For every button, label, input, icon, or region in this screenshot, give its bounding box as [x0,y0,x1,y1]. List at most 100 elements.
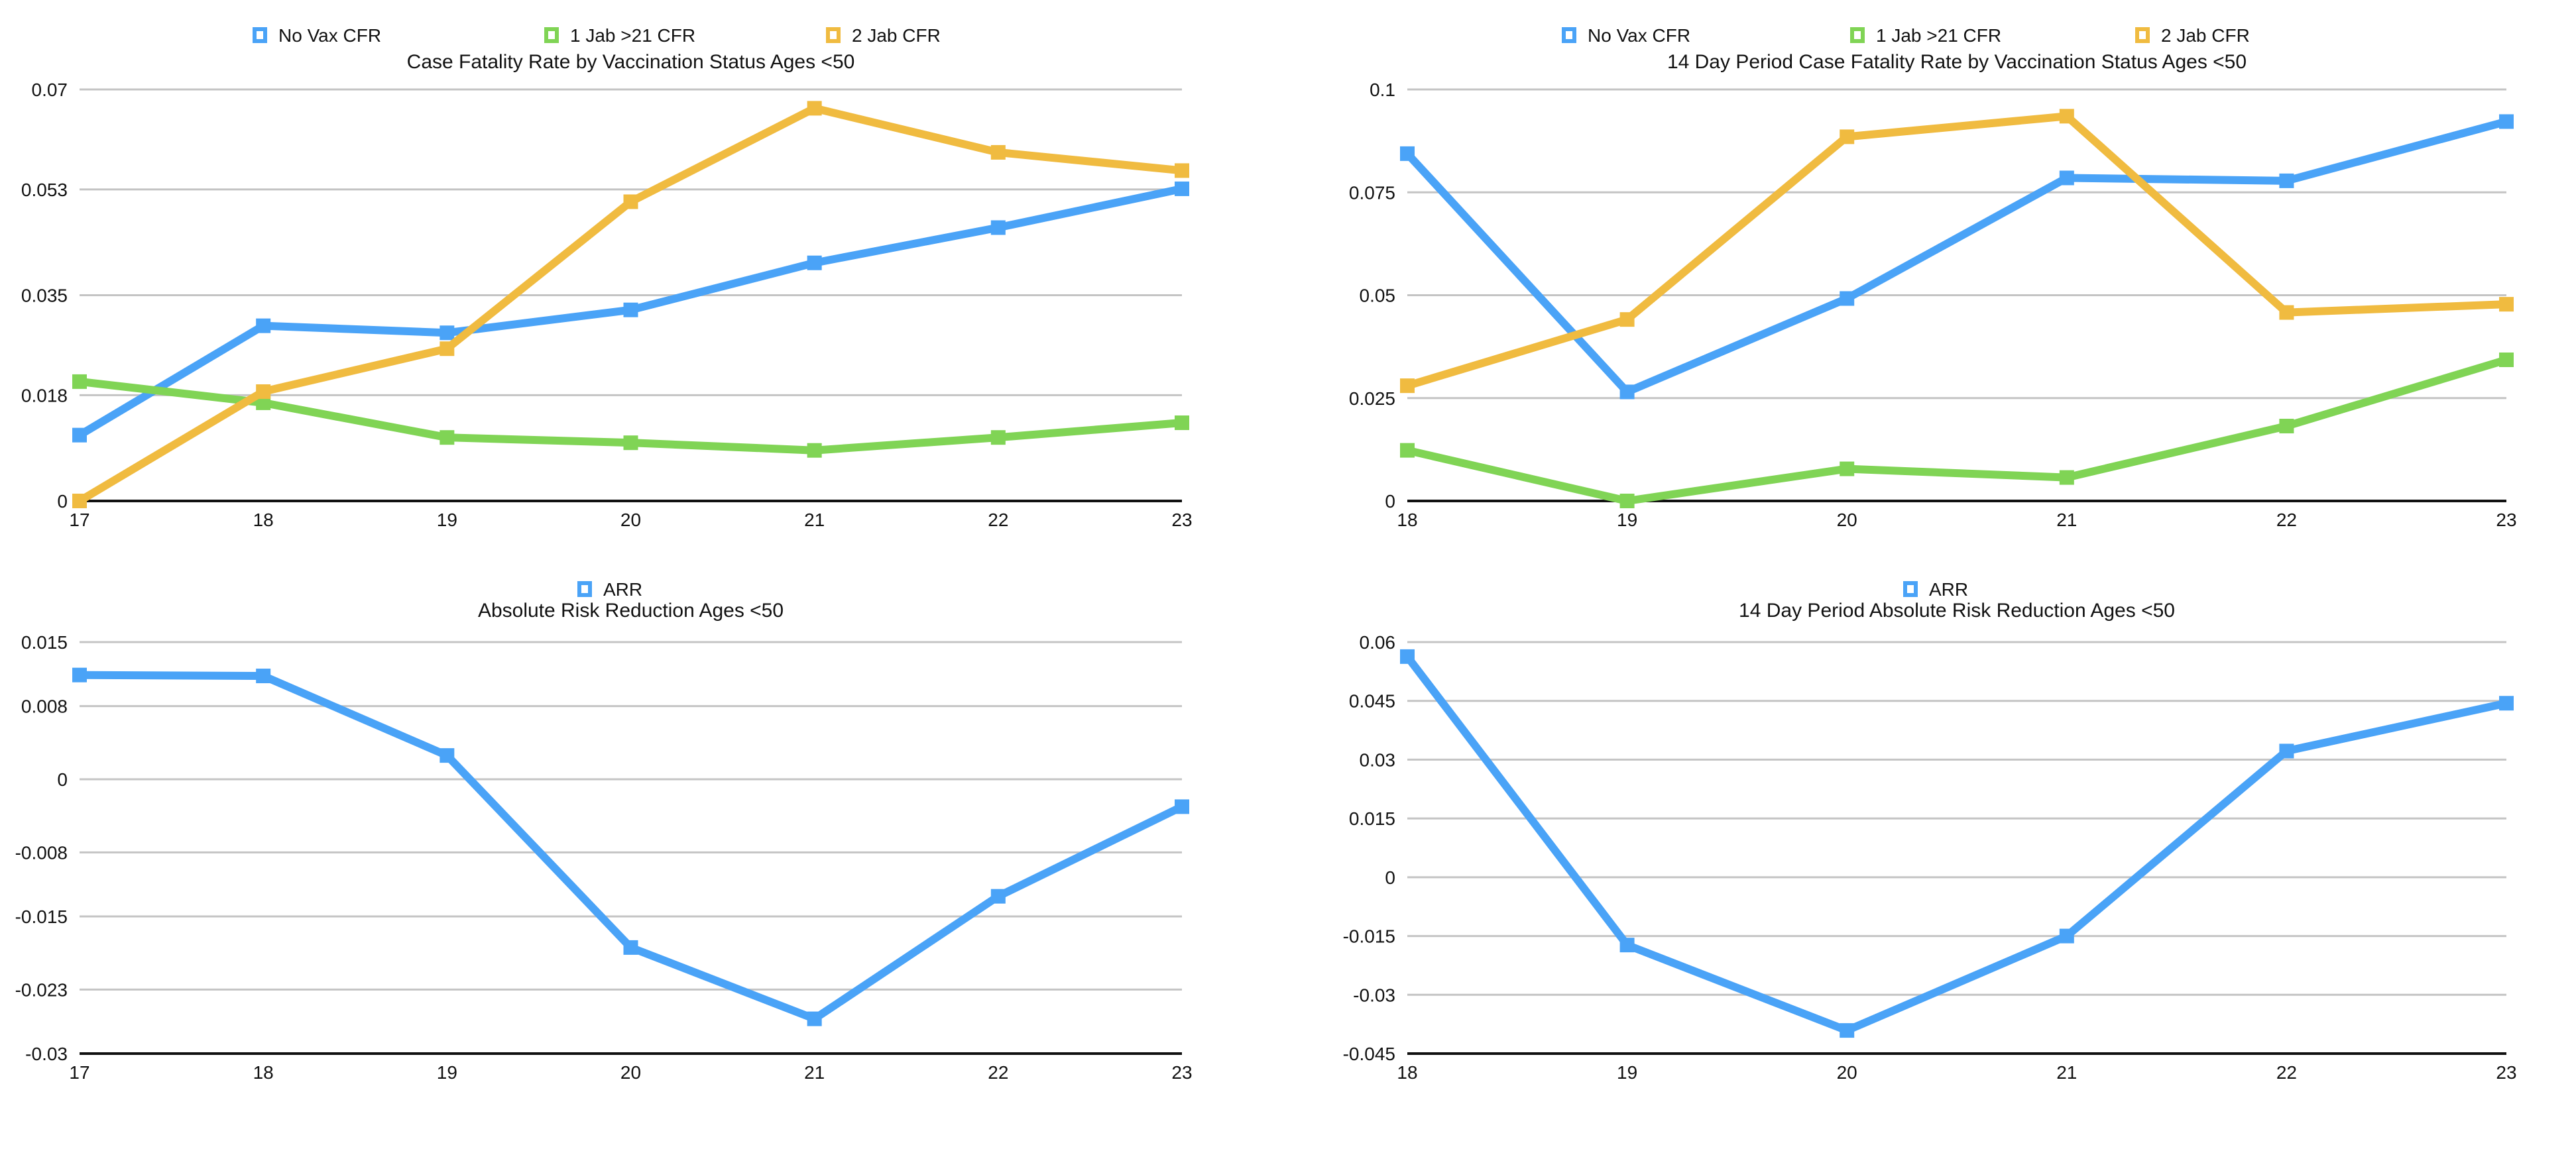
x-tick-label: 20 [1837,510,1857,530]
data-point [1619,494,1635,508]
data-point [1175,799,1189,814]
data-point [807,101,822,116]
y-tick-label: -0.023 [15,979,68,1000]
y-tick-label: -0.015 [1343,926,1395,947]
series-2-jab-cfr [1400,109,2514,394]
x-tick-label: 22 [2276,1062,2297,1083]
y-tick-label: 0.053 [21,180,68,200]
data-point [439,341,455,356]
data-point [1619,384,1635,400]
data-point [256,395,271,410]
series-1-jab-21-cfr [72,374,1189,458]
data-point [2279,743,2294,759]
y-tick-label: 0.035 [21,286,68,306]
data-point [990,430,1006,445]
data-point [623,940,638,955]
data-point [439,430,455,445]
data-point [623,302,638,317]
data-point [1840,129,1855,144]
y-tick-label: 0.06 [1360,632,1396,653]
series-line [1406,356,2508,505]
legend-label: 1 Jab >21 CFR [570,25,695,46]
legend-item: 2 Jab CFR [2135,25,2250,46]
series-line [79,671,1184,1023]
y-tick-label: 0.07 [32,80,68,100]
data-point [1400,378,1415,394]
data-point [72,374,87,389]
x-tick-label: 19 [1617,510,1637,530]
y-tick-label: 0.03 [1360,749,1396,770]
x-tick-label: 20 [620,510,641,530]
legend-item: 2 Jab CFR [826,25,941,46]
series-arr [1400,649,2514,1038]
x-tick-label: 23 [1171,510,1192,530]
chart-title: 14 Day Period Case Fatality Rate by Vacc… [1667,51,2247,73]
y-tick-label: -0.03 [1353,985,1395,1005]
x-tick-label: 18 [253,510,274,530]
legend-swatch-icon [826,27,841,43]
data-point [623,194,638,209]
data-point [256,318,271,333]
chart-4: -0.045 -0.03 -0.015 0 0.015 0.03 0.045 0.06 18 19… [1343,579,2517,1083]
data-point [990,220,1006,235]
data-point [1400,146,1415,161]
series-no-vax-cfr [72,181,1189,443]
data-point [1840,461,1855,476]
y-tick-label: 0.05 [1360,286,1396,306]
x-tick-label: 19 [437,510,457,530]
chart-3: -0.03 -0.023 -0.015 -0.008 0 0.008 0.015 17 18 19… [15,579,1193,1083]
x-tick-label: 19 [437,1062,457,1083]
legend-swatch-icon [253,27,267,43]
chart-2: 0 0.025 0.05 0.075 0.1 18 19 20 21 22 23 14 Day Per… [1349,25,2517,530]
y-tick-label: 0.075 [1349,182,1395,203]
legend-swatch-icon [1562,27,1576,43]
data-point [2059,470,2074,485]
data-point [1175,415,1189,431]
data-point [2279,418,2294,433]
x-tick-label: 22 [988,510,1008,530]
series-line [1404,117,2508,396]
data-point [1619,312,1635,327]
data-point [990,144,1006,160]
data-point [1840,1023,1855,1038]
series-1-jab-21-cfr [1400,352,2514,508]
legend-swatch-icon [1850,27,1865,43]
x-tick-label: 18 [1397,1062,1417,1083]
legend-swatch-icon [577,581,592,597]
y-tick-label: -0.015 [15,906,68,927]
x-tick-label: 22 [2276,510,2297,530]
y-tick-label: 0.045 [1349,691,1395,712]
data-point [2499,696,2514,711]
legend-swatch-icon [544,27,559,43]
legend-label: 2 Jab CFR [2161,25,2250,46]
data-point [72,494,87,508]
legend-label: No Vax CFR [278,25,381,46]
data-point [807,255,822,270]
data-point [2059,928,2074,944]
legend-label: ARR [1929,579,1968,600]
x-tick-label: 22 [988,1062,1008,1083]
data-point [256,669,271,684]
y-tick-label: 0.008 [21,696,68,717]
data-point [2059,170,2074,186]
y-tick-label: 0.018 [21,385,68,406]
x-tick-label: 23 [2496,510,2516,530]
y-tick-label: 0.1 [1370,80,1395,100]
data-point [72,667,87,683]
legend-label: 2 Jab CFR [852,25,941,46]
x-tick-label: 18 [253,1062,274,1083]
chart-1: 0 0.018 0.035 0.053 0.07 17 18 19 20 21 22 23 Case F… [21,25,1193,530]
y-tick-label: 0.015 [1349,808,1395,829]
data-point [72,427,87,443]
data-point [439,748,455,763]
data-point [807,1011,822,1026]
legend-label: 1 Jab >21 CFR [1876,25,2001,46]
data-point [2499,352,2514,367]
data-point [990,889,1006,904]
data-point [1400,649,1415,664]
y-tick-label: 0 [57,769,68,790]
data-point [807,443,822,458]
x-tick-label: 17 [69,1062,89,1083]
y-tick-label: -0.045 [1343,1044,1395,1064]
chart-title: Absolute Risk Reduction Ages <50 [478,600,784,622]
